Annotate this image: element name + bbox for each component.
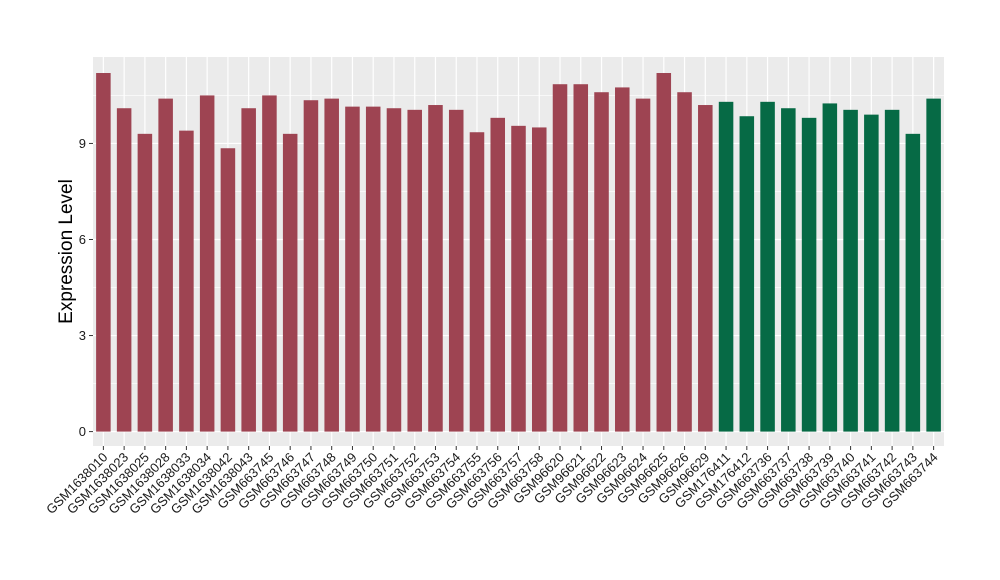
y-tick-label: 9 — [79, 136, 86, 151]
bar-GSM663737 — [781, 108, 796, 432]
bar-GSM663753 — [428, 105, 443, 432]
bar-GSM1638043 — [241, 108, 256, 432]
bar-GSM663746 — [282, 133, 298, 432]
bar-GSM663749 — [345, 106, 360, 432]
bar-GSM663744 — [926, 98, 941, 432]
bar-GSM1638042 — [220, 148, 236, 432]
bar-GSM663758 — [531, 127, 547, 432]
bar-GSM1638028 — [158, 98, 173, 432]
bar-GSM1638025 — [137, 133, 153, 432]
y-tick-label: 3 — [79, 328, 86, 343]
bar-GSM96621 — [573, 84, 589, 432]
bar-GSM663742 — [884, 109, 900, 432]
bar-GSM96620 — [552, 84, 568, 432]
bar-GSM663740 — [843, 109, 858, 432]
bars — [96, 73, 941, 432]
bar-GSM96622 — [594, 92, 609, 432]
bar-GSM96626 — [677, 92, 692, 432]
x-axis: GSM1638010GSM1638023GSM1638025GSM1638028… — [43, 446, 941, 517]
bar-GSM96629 — [698, 105, 713, 432]
y-tick-label: 0 — [79, 424, 86, 439]
bar-GSM663739 — [822, 103, 838, 432]
bar-GSM663738 — [801, 117, 817, 432]
bar-GSM663748 — [324, 98, 339, 432]
bar-GSM176412 — [739, 116, 755, 432]
bar-GSM663745 — [262, 95, 277, 432]
bar-GSM663741 — [864, 114, 879, 432]
bar-GSM663754 — [448, 109, 464, 432]
y-axis-title: Expression Level — [56, 179, 77, 324]
bar-GSM1638023 — [116, 108, 132, 432]
bar-GSM663743 — [905, 133, 921, 432]
bar-GSM663756 — [490, 117, 506, 432]
bar-GSM96623 — [615, 87, 630, 432]
y-axis: 0 3 6 9 — [79, 136, 93, 439]
bar-GSM176411 — [718, 101, 734, 432]
bar-GSM663736 — [760, 101, 775, 432]
bar-GSM663757 — [511, 125, 526, 432]
bar-GSM1638033 — [179, 130, 194, 432]
bar-GSM96625 — [656, 73, 672, 432]
y-tick-label: 6 — [79, 232, 86, 247]
bar-GSM96624 — [635, 98, 651, 432]
bar-GSM663750 — [365, 106, 381, 432]
bar-GSM663747 — [303, 100, 319, 432]
bar-GSM663751 — [386, 108, 402, 432]
bar-GSM1638034 — [199, 95, 215, 432]
bar-GSM663752 — [407, 109, 422, 432]
bar-GSM1638010 — [96, 73, 111, 432]
bar-GSM663755 — [469, 132, 485, 432]
